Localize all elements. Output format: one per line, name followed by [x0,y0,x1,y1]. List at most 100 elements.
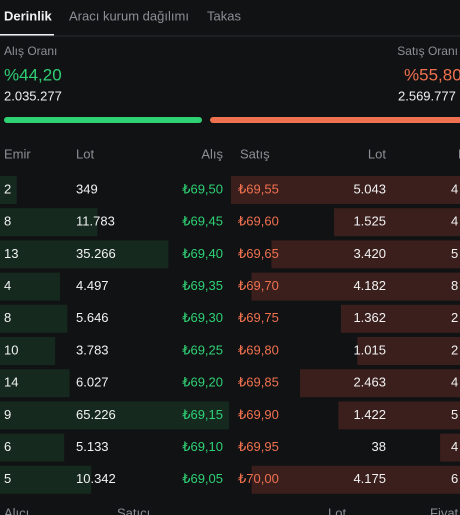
buy-orders: 8 [4,214,11,229]
buy-depth-bar [0,272,61,301]
tab-underline [0,34,54,36]
sell-lot: 4.182 [353,278,386,293]
footer-header: Alıcı [4,505,29,515]
buy-price: ₺69,50 [182,181,223,196]
sell-lot: 3.420 [353,246,386,261]
sell-price: ₺69,95 [238,439,279,454]
buy-orders: 4 [4,278,11,293]
buy-lot: 10.342 [76,471,116,486]
buy-orders: 14 [4,375,18,390]
buy-orders: 13 [4,246,18,261]
sell-lot: 1.015 [353,342,386,357]
sell-price: ₺69,65 [238,246,279,261]
column-header: Alış [201,146,223,161]
buy-orders: 8 [4,310,11,325]
buy-lot: 5.133 [76,439,109,454]
sell-depth-bar [440,433,460,462]
sell-orders: 4 [451,375,458,390]
sell-depth-bar [357,337,460,365]
buy-orders: 5 [4,471,11,486]
footer-header: Satıcı [117,505,150,515]
buy-lot: 349 [76,181,98,196]
sell-price: ₺69,80 [238,342,279,357]
sell-orders: 4 [451,181,458,196]
buy-ratio: %44,20 [4,65,62,84]
sell-orders: 5 [451,407,458,422]
buy-lot: 6.027 [76,375,109,390]
sell-depth-bar [334,208,460,237]
buy-ratio-bar [4,117,203,123]
sell-lot: 1.362 [353,310,386,325]
buy-lot: 35.266 [76,246,116,261]
buy-orders: 6 [4,439,11,454]
sell-price: ₺69,85 [238,375,279,390]
footer-header: Fiyat [430,505,459,515]
sell-ratio: %55,80 [404,65,460,84]
tab[interactable]: Takas [207,8,241,23]
sell-price: ₺70,00 [238,471,279,486]
sell-price: ₺69,60 [238,214,279,229]
buy-lot: 65.226 [76,407,116,422]
footer-header: Lot [328,505,346,515]
sell-depth-bar [251,272,460,301]
buy-price: ₺69,15 [182,407,223,422]
buy-depth-bar [0,240,169,269]
buy-price: ₺69,25 [182,342,223,357]
sell-depth-bar [231,176,460,204]
buy-depth-bar [0,208,98,237]
sell-depth-bar [299,369,460,398]
column-header: Lot [368,146,386,161]
buy-depth-bar [0,465,92,494]
buy-depth-bar [0,337,56,365]
tab-active[interactable]: Derinlik [4,8,52,23]
buy-price: ₺69,20 [182,375,223,390]
buy-price: ₺69,10 [182,439,223,454]
sell-depth-bar [271,240,460,269]
column-header: Emir [458,146,460,161]
sell-lot: 4.175 [353,471,386,486]
buy-price: ₺69,35 [182,278,223,293]
buy-lot: 4.497 [76,278,109,293]
sell-lot: 1.525 [353,214,386,229]
column-header: Satış [240,146,270,161]
buy-total: 2.035.277 [4,88,62,103]
sell-ratio-bar [210,117,460,123]
buy-depth-bar [0,304,68,333]
buy-price: ₺69,40 [182,246,223,261]
buy-lot: 3.783 [76,342,109,357]
column-header: Emir [4,146,31,161]
sell-depth-bar [338,401,460,430]
sell-orders: 5 [451,246,458,261]
column-header: Lot [76,146,94,161]
buy-depth-bar [0,369,70,398]
sell-lot: 1.422 [353,407,386,422]
buy-orders: 9 [4,407,11,422]
sell-orders: 4 [451,439,458,454]
sell-total: 2.569.777 [398,88,456,103]
buy-price: ₺69,05 [182,471,223,486]
sell-orders: 2 [451,310,458,325]
buy-depth-bar [0,176,17,204]
buy-lot: 11.783 [76,214,115,229]
sell-price: ₺69,70 [238,278,279,293]
sell-lot: 38 [372,439,386,454]
sell-orders: 2 [451,342,458,357]
buy-orders: 10 [4,342,18,357]
sell-orders: 4 [451,214,458,229]
sell-lot: 5.043 [353,181,386,196]
sell-lot: 2.463 [353,375,386,390]
buy-depth-bar [0,401,229,430]
sell-price: ₺69,55 [238,181,279,196]
tab[interactable]: Aracı kurum dağılımı [69,8,189,23]
buy-label: Alış Oranı [4,44,57,58]
buy-depth-bar [0,433,65,462]
sell-label: Satış Oranı [397,44,458,58]
buy-orders: 2 [4,181,11,196]
buy-price: ₺69,30 [182,310,223,325]
sell-price: ₺69,75 [238,310,279,325]
sell-depth-bar [340,304,460,333]
sell-orders: 8 [451,278,458,293]
